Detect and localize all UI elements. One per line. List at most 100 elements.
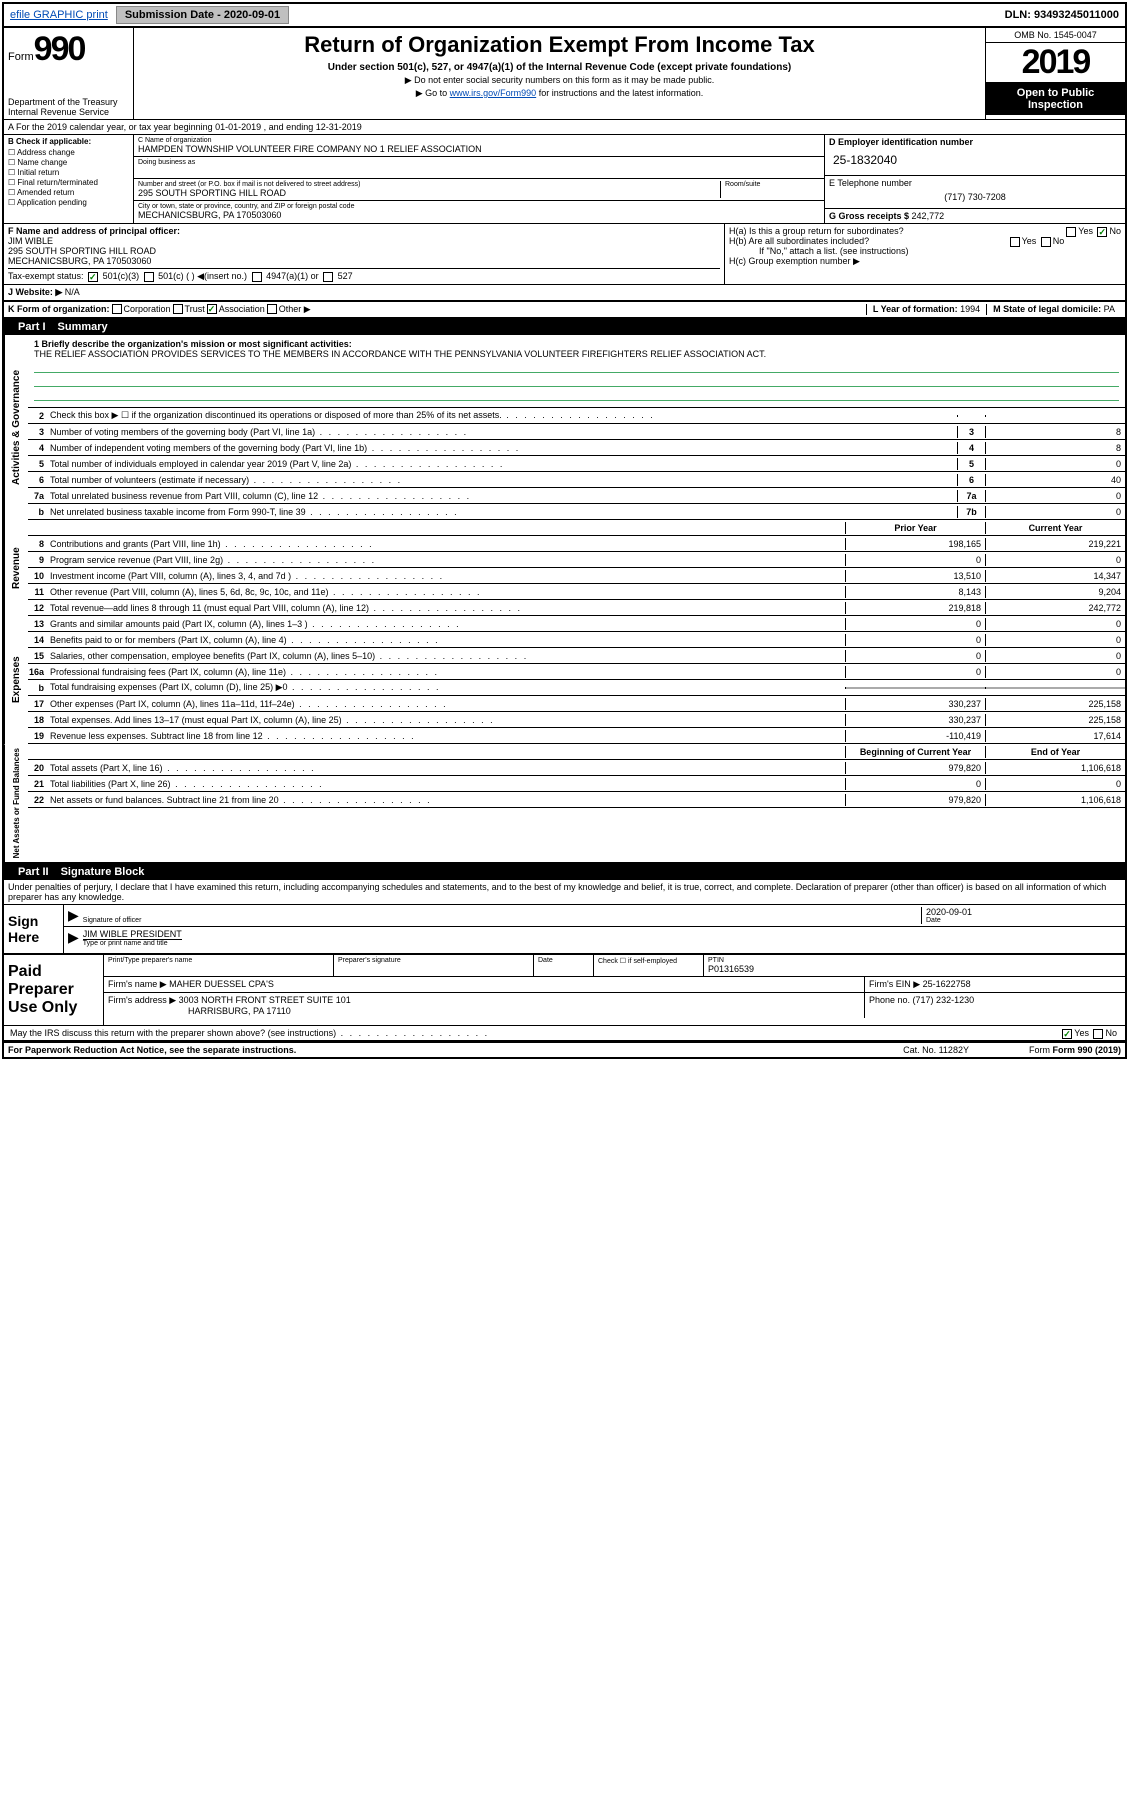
mission-q: 1 Briefly describe the organization's mi… — [34, 339, 1119, 349]
efile-link[interactable]: efile GRAPHIC print — [4, 6, 114, 24]
table-row: 6 Total number of volunteers (estimate i… — [28, 472, 1125, 488]
ha-yes[interactable] — [1066, 227, 1076, 237]
chk-501c3[interactable] — [88, 272, 98, 282]
table-row: b Net unrelated business taxable income … — [28, 504, 1125, 520]
addr-cell: Number and street (or P.O. box if mail i… — [134, 179, 824, 201]
opt-4947: 4947(a)(1) or — [266, 271, 319, 281]
yes-label: Yes — [1078, 226, 1093, 236]
row-current: 0 — [985, 554, 1125, 566]
firm-phone: (717) 232-1230 — [913, 995, 975, 1005]
row-prior: 330,237 — [845, 698, 985, 710]
hb-no[interactable] — [1041, 237, 1051, 247]
row-current: 17,614 — [985, 730, 1125, 742]
row-current: 225,158 — [985, 714, 1125, 726]
mission: 1 Briefly describe the organization's mi… — [28, 335, 1125, 408]
header: Form990 Department of the Treasury Inter… — [4, 28, 1125, 120]
instr-link[interactable]: www.irs.gov/Form990 — [450, 88, 537, 98]
h3: Date — [538, 957, 589, 964]
row-desc: Investment income (Part VIII, column (A)… — [48, 570, 845, 582]
firm-ein: 25-1622758 — [923, 979, 971, 989]
row-current: 242,772 — [985, 602, 1125, 614]
ein: 25-1832040 — [829, 147, 1121, 173]
j-label: J Website: ▶ — [8, 287, 62, 298]
sidebar-rev: Revenue — [4, 520, 28, 616]
row-desc: Net unrelated business taxable income fr… — [48, 506, 957, 518]
row-box: 4 — [957, 442, 985, 454]
chk-pending[interactable]: ☐ Application pending — [8, 198, 129, 207]
part2-header: Part II Signature Block — [4, 864, 1125, 880]
l-val: 1994 — [960, 304, 980, 314]
preparer-sig-cell: Preparer's signature — [334, 955, 534, 976]
row-j: J Website: ▶ N/A — [4, 285, 1125, 302]
table-row: 3 Number of voting members of the govern… — [28, 424, 1125, 440]
form-word: Form — [8, 51, 34, 63]
discuss-row: May the IRS discuss this return with the… — [4, 1025, 1125, 1041]
chk-name[interactable]: ☐ Name change — [8, 158, 129, 167]
omb: OMB No. 1545-0047 — [986, 28, 1125, 43]
firm-addr2: HARRISBURG, PA 17110 — [108, 1006, 860, 1016]
row-prior: 0 — [845, 650, 985, 662]
ha-no[interactable] — [1097, 227, 1107, 237]
row-num: 10 — [28, 571, 48, 581]
name-label: C Name of organization — [138, 137, 820, 144]
chk-address[interactable]: ☐ Address change — [8, 148, 129, 157]
hb: H(b) Are all subordinates included? Yes … — [729, 236, 1121, 246]
submission-date-btn[interactable]: Submission Date - 2020-09-01 — [116, 6, 289, 24]
row-prior: 0 — [845, 778, 985, 790]
row-current: 1,106,618 — [985, 794, 1125, 806]
ptin: P01316539 — [708, 964, 1121, 974]
sidebar-net: Net Assets or Fund Balances — [4, 744, 28, 862]
row-prior: 0 — [845, 618, 985, 630]
firm-name-cell: Firm's name ▶ MAHER DUESSEL CPA'S — [104, 977, 865, 992]
ptin-label: PTIN — [708, 957, 1121, 964]
chk-assoc[interactable] — [207, 304, 217, 314]
discuss-no[interactable] — [1093, 1029, 1103, 1039]
row-prior: 219,818 — [845, 602, 985, 614]
net-body: Beginning of Current Year End of Year 20… — [28, 744, 1125, 862]
begin-year-header: Beginning of Current Year — [845, 746, 985, 758]
sidebar-gov: Activities & Governance — [4, 335, 28, 520]
table-row: 7a Total unrelated business revenue from… — [28, 488, 1125, 504]
header-right: OMB No. 1545-0047 2019 Open to Public In… — [985, 28, 1125, 119]
row-desc: Other expenses (Part IX, column (A), lin… — [48, 698, 845, 710]
row-prior: 8,143 — [845, 586, 985, 598]
hb-yes[interactable] — [1010, 237, 1020, 247]
chk-other[interactable] — [267, 304, 277, 314]
table-row: 15 Salaries, other compensation, employe… — [28, 648, 1125, 664]
l-label: L Year of formation: — [873, 304, 960, 314]
arrow-icon2: ▶ — [68, 929, 79, 947]
row-num: 14 — [28, 635, 48, 645]
paid-row3: Firm's address ▶ 3003 NORTH FRONT STREET… — [104, 993, 1125, 1018]
sig-name-line: ▶ JIM WIBLE PRESIDENTType or print name … — [64, 927, 1125, 949]
chk-final[interactable]: ☐ Final return/terminated — [8, 178, 129, 187]
chk-4947[interactable] — [252, 272, 262, 282]
table-row: 17 Other expenses (Part IX, column (A), … — [28, 696, 1125, 712]
row-desc: Check this box ▶ ☐ if the organization d… — [48, 409, 957, 422]
chk-527[interactable] — [323, 272, 333, 282]
sign-here: Sign Here — [4, 905, 64, 953]
col-f: F Name and address of principal officer:… — [4, 224, 725, 284]
row-num: 2 — [28, 411, 48, 421]
row-current: 0 — [985, 650, 1125, 662]
chk-amended[interactable]: ☐ Amended return — [8, 188, 129, 197]
firm-addr-cell: Firm's address ▶ 3003 NORTH FRONT STREET… — [104, 993, 865, 1018]
chk-addr-label: Address change — [17, 148, 75, 157]
sig-grid: Sign Here ▶ Signature of officer 2020-09… — [4, 905, 1125, 953]
discuss-yes[interactable] — [1062, 1029, 1072, 1039]
instr1: ▶ Do not enter social security numbers o… — [140, 75, 979, 86]
phone-label: E Telephone number — [829, 178, 1121, 188]
row-desc: Total expenses. Add lines 13–17 (must eq… — [48, 714, 845, 726]
chk-corp[interactable] — [112, 304, 122, 314]
row-val — [985, 415, 1125, 417]
chk-trust[interactable] — [173, 304, 183, 314]
opt-corp: Corporation — [124, 304, 171, 315]
date-label: Date — [926, 917, 1121, 924]
chk-initial[interactable]: ☐ Initial return — [8, 168, 129, 177]
chk-501c[interactable] — [144, 272, 154, 282]
row-num: 11 — [28, 587, 48, 597]
summary-rev: Revenue Prior Year Current Year 8 Contri… — [4, 520, 1125, 616]
table-row: 2 Check this box ▶ ☐ if the organization… — [28, 408, 1125, 424]
mission-line3 — [34, 389, 1119, 401]
chk-amended-label: Amended return — [17, 188, 74, 197]
row-desc: Other revenue (Part VIII, column (A), li… — [48, 586, 845, 598]
